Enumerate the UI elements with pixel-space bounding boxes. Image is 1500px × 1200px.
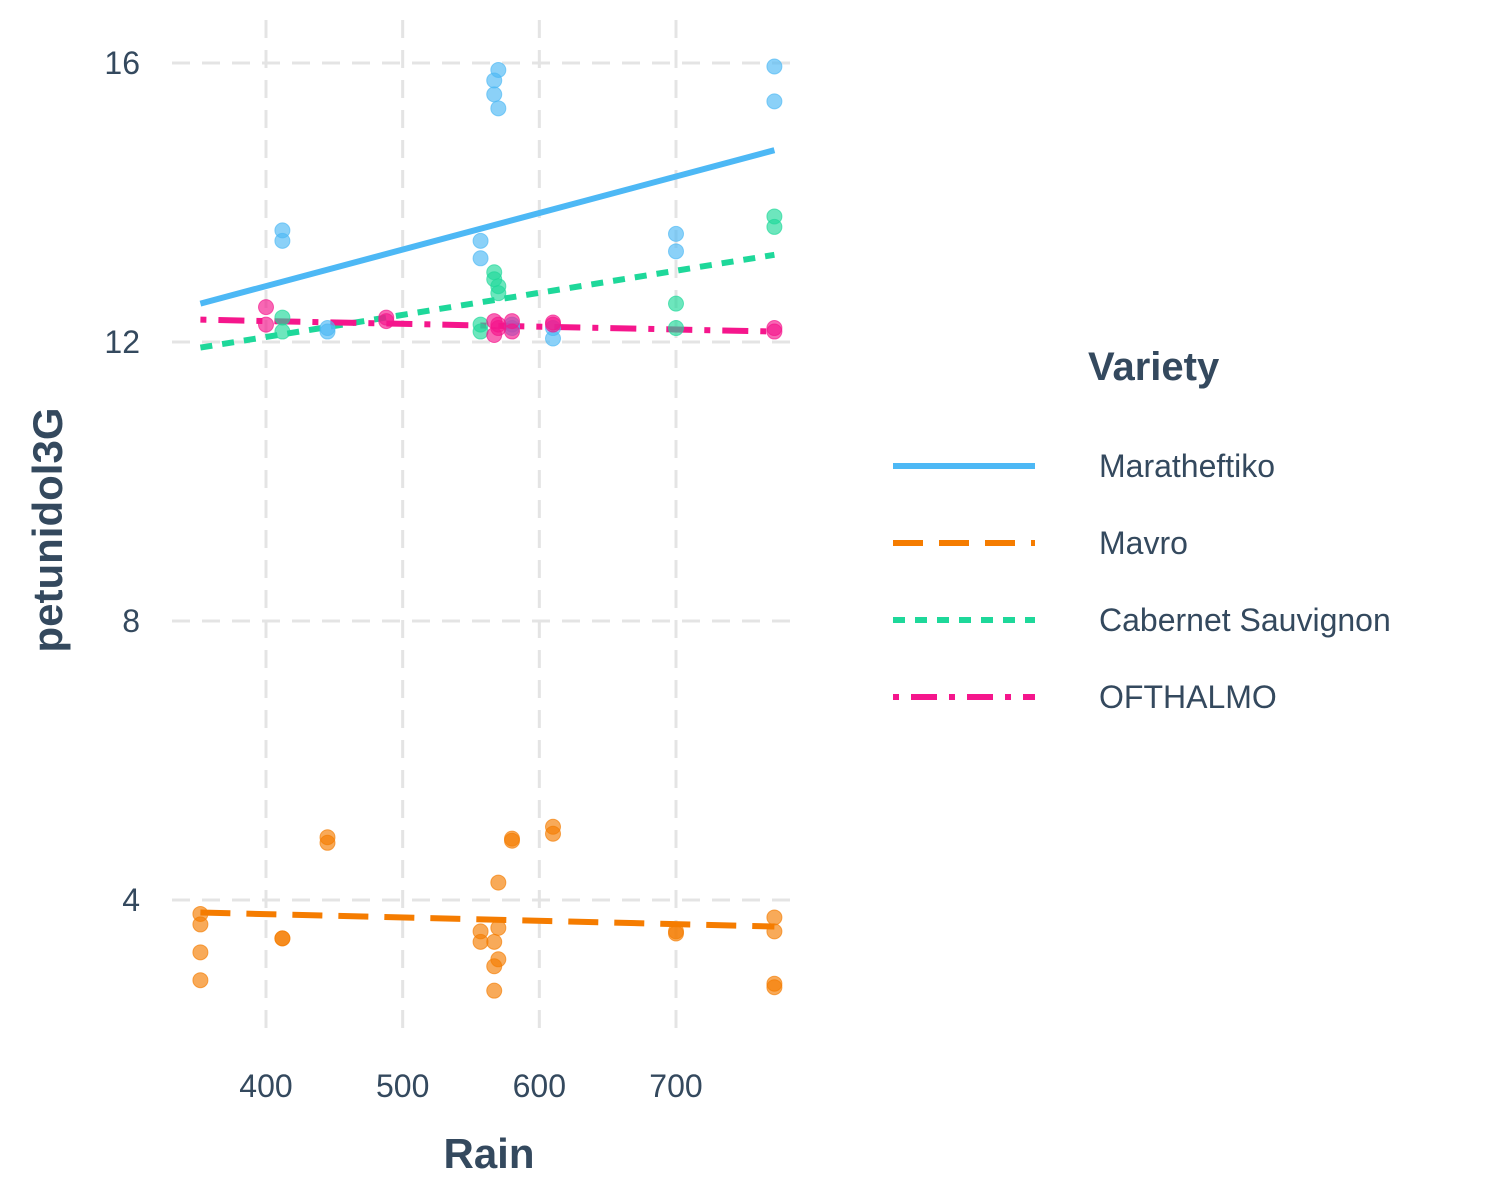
x-tick-label: 500	[376, 1068, 429, 1104]
x-tick-label: 700	[649, 1068, 702, 1104]
data-point	[319, 323, 336, 340]
x-axis-title: Rain	[443, 1130, 534, 1177]
data-point	[766, 93, 783, 110]
data-point	[258, 299, 274, 316]
data-point	[545, 314, 561, 331]
data-point	[274, 232, 291, 249]
trend-line	[199, 251, 775, 351]
data-point	[192, 972, 209, 989]
data-point	[486, 982, 503, 999]
data-point	[668, 925, 684, 942]
data-point	[668, 320, 684, 337]
data-point	[486, 86, 503, 103]
data-point	[490, 316, 507, 333]
data-point	[472, 323, 489, 340]
data-point	[472, 250, 489, 267]
data-point	[472, 232, 489, 249]
data-point	[274, 323, 291, 340]
y-axis-title: petunidol3G	[24, 408, 71, 653]
data-point	[766, 323, 783, 340]
legend-label: OFTHALMO	[1099, 679, 1277, 715]
data-point	[490, 285, 507, 302]
data-point	[319, 834, 336, 851]
data-point	[766, 979, 783, 996]
data-point	[490, 919, 507, 936]
data-point	[545, 825, 561, 842]
trend-line	[199, 147, 776, 307]
x-tick-label: 400	[239, 1068, 292, 1104]
data-point	[192, 916, 209, 933]
data-point	[378, 313, 395, 330]
y-tick-label: 8	[122, 603, 140, 639]
data-point	[504, 832, 520, 849]
y-tick-label: 12	[104, 324, 140, 360]
data-point	[486, 933, 503, 950]
data-point	[490, 951, 507, 968]
data-point	[258, 316, 274, 333]
legend-items: Maratheftiko Mavro Cabernet Sauvignon OFTHA…	[893, 448, 1391, 715]
data-point	[766, 923, 783, 940]
data-point	[668, 225, 684, 242]
data-point	[668, 243, 684, 260]
data-point	[274, 930, 291, 947]
legend-label: Maratheftiko	[1099, 448, 1275, 484]
x-tick-label: 600	[513, 1068, 566, 1104]
data-point	[766, 218, 783, 235]
y-tick-label: 16	[104, 45, 140, 81]
legend-title: Variety	[1088, 345, 1220, 389]
tick-labels: 400 500 600 700 4 8 12 16	[104, 45, 702, 1104]
data-point	[490, 61, 507, 78]
data-points	[192, 58, 783, 999]
trend-line	[200, 909, 775, 930]
data-point	[766, 58, 783, 75]
data-point	[504, 323, 520, 340]
data-point	[490, 100, 507, 117]
data-point	[545, 330, 561, 347]
y-tick-label: 4	[122, 882, 140, 918]
legend-label: Cabernet Sauvignon	[1099, 602, 1391, 638]
data-point	[274, 309, 291, 326]
trend-lines	[199, 147, 776, 930]
legend-label: Mavro	[1099, 525, 1188, 561]
legend: Variety Maratheftiko Mavro Cabernet Sauvig…	[893, 345, 1391, 715]
data-point	[766, 909, 783, 926]
data-point	[192, 944, 209, 961]
data-point	[668, 295, 684, 312]
grid-lines	[172, 20, 800, 1040]
data-point	[472, 933, 489, 950]
data-point	[490, 874, 507, 891]
